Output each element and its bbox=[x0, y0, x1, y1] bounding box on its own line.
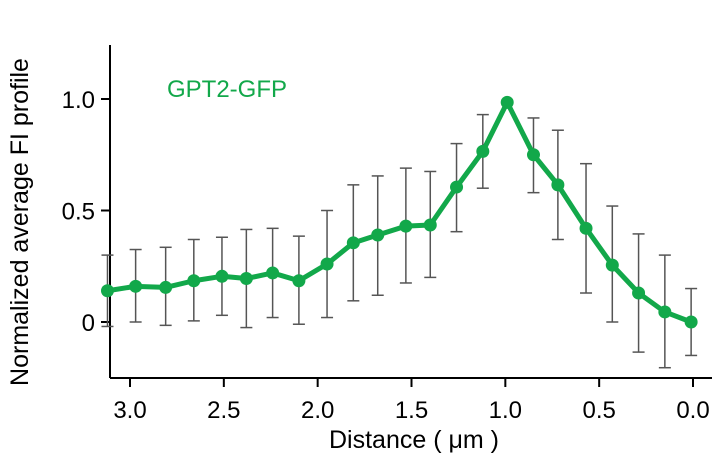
x-tick-label: 1.5 bbox=[395, 397, 428, 424]
y-tick-label: 1.0 bbox=[62, 87, 95, 114]
legend-label: GPT2-GFP bbox=[167, 76, 287, 103]
data-point bbox=[292, 274, 306, 288]
x-tick-label: 2.5 bbox=[207, 397, 240, 424]
x-tick-label: 1.0 bbox=[489, 397, 522, 424]
data-point bbox=[100, 284, 114, 298]
x-tick-label: 3.0 bbox=[113, 397, 146, 424]
data-point bbox=[215, 269, 229, 283]
data-point bbox=[658, 305, 672, 319]
data-point bbox=[450, 180, 464, 194]
data-point bbox=[551, 178, 565, 192]
data-point bbox=[526, 148, 540, 162]
y-axis-label: Normalized average FI profile bbox=[6, 58, 34, 386]
data-point bbox=[371, 228, 385, 242]
data-point bbox=[187, 274, 201, 288]
series-layer bbox=[100, 95, 698, 329]
data-point bbox=[500, 95, 514, 109]
data-point bbox=[423, 218, 437, 232]
data-point bbox=[129, 279, 143, 293]
y-axis-ticks: 0 0.5 1.0 bbox=[62, 87, 110, 337]
y-tick-label: 0 bbox=[82, 310, 95, 337]
x-tick-label: 2.0 bbox=[301, 397, 334, 424]
x-axis-ticks: 3.0 2.5 2.0 1.5 1.0 0.5 0.0 bbox=[113, 378, 710, 424]
data-point bbox=[159, 280, 173, 294]
y-tick-label: 0.5 bbox=[62, 199, 95, 226]
data-point bbox=[684, 315, 698, 329]
x-axis-label: Distance ( μm ) bbox=[329, 426, 499, 454]
x-tick-label: 0.0 bbox=[676, 397, 709, 424]
data-point bbox=[399, 219, 413, 233]
error-bars bbox=[101, 113, 698, 369]
data-point bbox=[476, 144, 490, 158]
data-point bbox=[320, 257, 334, 271]
data-point bbox=[579, 221, 593, 235]
data-point bbox=[266, 266, 280, 280]
data-point bbox=[632, 286, 646, 300]
data-point bbox=[346, 236, 360, 250]
series-line bbox=[104, 99, 694, 325]
data-point bbox=[239, 272, 253, 286]
data-point bbox=[605, 258, 619, 272]
x-tick-label: 0.5 bbox=[582, 397, 615, 424]
